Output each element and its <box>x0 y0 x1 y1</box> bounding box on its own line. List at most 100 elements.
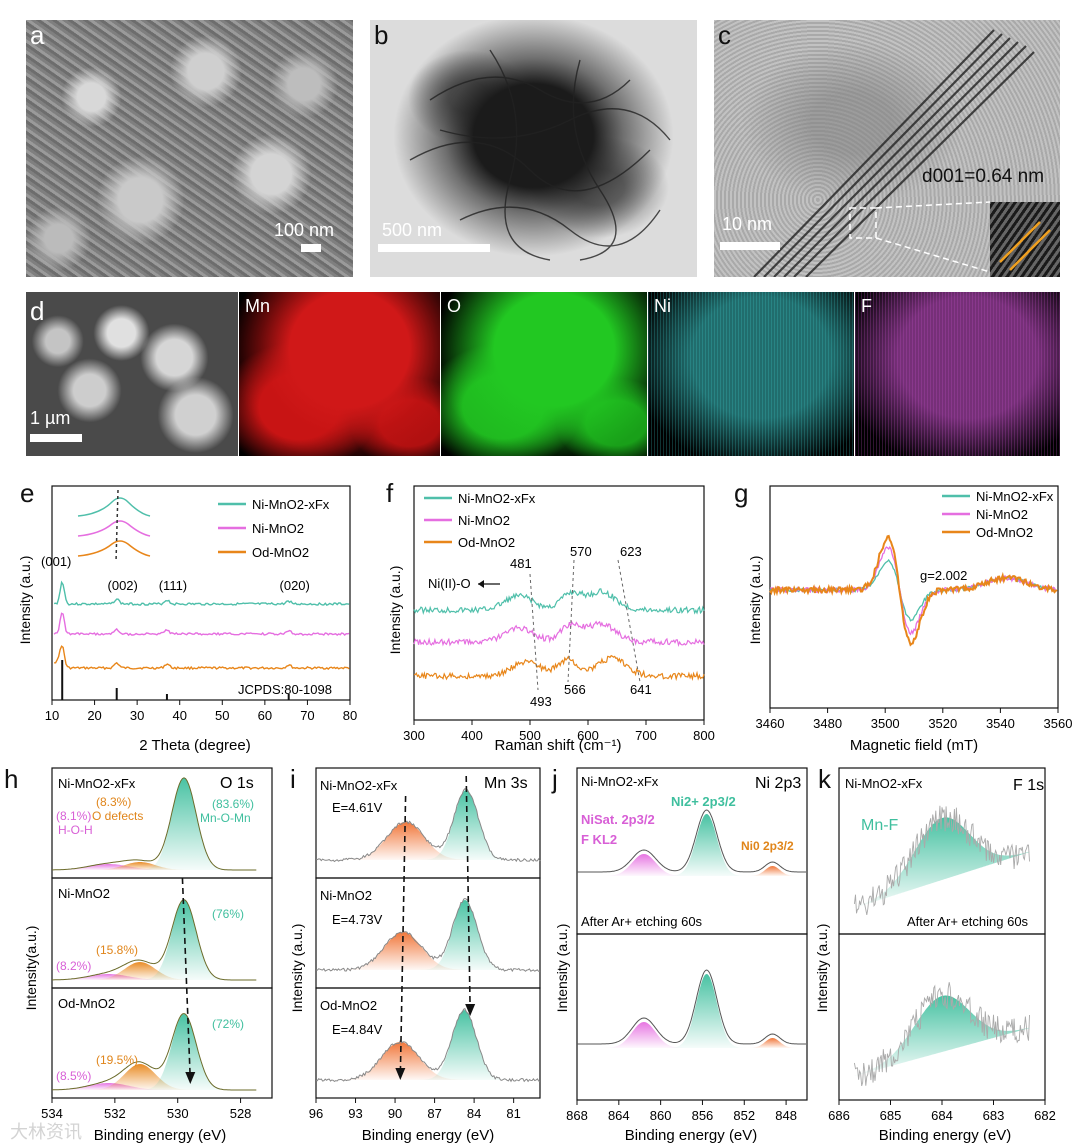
e-peak-label-3: (020) <box>280 578 310 593</box>
e-xtick-label-4: 50 <box>215 708 229 723</box>
y-axis-label-j: Intensity (a.u.) <box>554 924 570 1013</box>
fringe-inset <box>990 202 1060 277</box>
x-axis-label-j: Binding energy (eV) <box>625 1127 758 1144</box>
i-sample-1: Ni-MnO2 <box>320 888 372 903</box>
h-envelope-1 <box>52 899 257 981</box>
e-peak-label-1: (002) <box>108 578 138 593</box>
h-hoh-peak-2 <box>52 1083 257 1090</box>
e-xtick-label-6: 70 <box>300 708 314 723</box>
j-label-ni2: Ni2+ 2p3/2 <box>671 794 736 809</box>
i-xtick-label-0: 96 <box>309 1106 323 1121</box>
h-hoh-peak-0 <box>52 864 257 870</box>
panel-letter-a: a <box>30 20 45 50</box>
xps-f1s-k: F 1s Intensity (a.u.) Binding energy (eV… <box>815 767 1056 1144</box>
g-legend-label-1: Ni-MnO2 <box>976 507 1028 522</box>
k-raw-0 <box>853 805 1030 915</box>
sem-image-d: d 1 µm <box>26 292 238 456</box>
xps-mn3s-i: Mn 3s Intensity (a.u.) Binding energy (e… <box>289 767 541 1144</box>
inset-002 <box>77 489 151 563</box>
f-xtick-label-0: 300 <box>403 728 425 743</box>
i-high-peak-1 <box>316 900 540 970</box>
j-sat-peak-0 <box>577 854 806 876</box>
h-sample-2: Od-MnO2 <box>58 996 115 1011</box>
peak-493: 493 <box>530 694 552 709</box>
title-o1s: O 1s <box>220 775 254 792</box>
title-ni2p3: Ni 2p3 <box>755 775 801 792</box>
eds-map-f: F <box>855 292 1060 456</box>
j-etch-note: After Ar+ etching 60s <box>581 914 703 929</box>
i-low-peak-0 <box>316 822 540 860</box>
h-xtick-label-0: 534 <box>41 1106 63 1121</box>
panel-letter-c: c <box>718 20 731 50</box>
e-legend-label-1: Ni-MnO2 <box>252 521 304 536</box>
j-label-ni0: Ni0 2p3/2 <box>741 839 794 853</box>
h-hoh-pct-2: (8.5%) <box>56 1069 91 1083</box>
i-xtick-label-1: 93 <box>348 1106 362 1121</box>
h-label-odefects: O defects <box>92 809 143 823</box>
f-series-1 <box>413 620 705 648</box>
i-raw-1 <box>315 897 541 973</box>
i-raw-2 <box>315 1008 541 1083</box>
e-series-0 <box>53 580 350 606</box>
map-label-mn: Mn <box>245 296 271 316</box>
i-frame-2 <box>315 987 541 1099</box>
x-axis-label-f: Raman shift (cm⁻¹) <box>494 737 621 754</box>
scale-bar-a <box>301 244 321 252</box>
peak-623: 623 <box>620 544 642 559</box>
i-xtick-label-3: 87 <box>427 1106 441 1121</box>
h-envelope-0 <box>52 777 257 871</box>
peak-570: 570 <box>570 544 592 559</box>
panel-letter-i: i <box>290 764 296 794</box>
y-axis-label-k: Intensity (a.u.) <box>815 924 830 1013</box>
h-mnomn-pct-1: (76%) <box>212 907 244 921</box>
h-odefect-peak-2 <box>52 1064 257 1090</box>
g-xtick-label-2: 3500 <box>871 716 900 731</box>
j-xtick-label-0: 868 <box>566 1108 588 1123</box>
f-xtick-label-3: 600 <box>577 728 599 743</box>
h-mnomn-pct-0: (83.6%) <box>212 797 254 811</box>
sem-image-a: a 100 nm <box>26 20 353 277</box>
y-axis-label-f: Intensity (a.u.) <box>387 566 403 655</box>
eds-map-o: O <box>441 292 647 456</box>
i-shift-arrow-left <box>399 795 407 1077</box>
panel-letter-g: g <box>734 478 749 508</box>
e-legend-label-2: Od-MnO2 <box>252 545 309 560</box>
axes-frame-f <box>413 485 705 721</box>
reference-label-e: JCPDS:80-1098 <box>238 682 332 697</box>
j-xtick-label-4: 852 <box>733 1108 755 1123</box>
e-xtick-label-7: 80 <box>343 708 357 723</box>
i-delta-1: E=4.73V <box>332 912 383 927</box>
i-low-peak-1 <box>316 932 540 970</box>
y-axis-label-g: Intensity (a.u.) <box>747 556 763 645</box>
map-label-f: F <box>861 296 872 316</box>
e-xtick-label-3: 40 <box>172 708 186 723</box>
j-label-fkl2: F KL2 <box>581 832 617 847</box>
j-xtick-label-1: 864 <box>608 1108 630 1123</box>
i-xtick-label-2: 90 <box>388 1106 402 1121</box>
i-xtick-label-5: 81 <box>506 1106 520 1121</box>
e-peak-label-2: (111) <box>159 578 187 593</box>
e-xtick-label-2: 30 <box>130 708 144 723</box>
f-xtick-label-1: 400 <box>461 728 483 743</box>
h-sample-0: Ni-MnO2-xFx <box>58 776 136 791</box>
j-envelope-0 <box>577 809 806 873</box>
tem-image-b: b 500 nm <box>370 20 697 277</box>
f-xtick-label-5: 800 <box>693 728 715 743</box>
k-raw-1 <box>853 982 1030 1087</box>
h-xtick-label-1: 532 <box>104 1106 126 1121</box>
i-xtick-label-4: 84 <box>467 1106 481 1121</box>
i-delta-0: E=4.61V <box>332 800 383 815</box>
k-xtick-label-1: 685 <box>880 1108 902 1123</box>
f-xtick-label-4: 700 <box>635 728 657 743</box>
g-xtick-label-4: 3540 <box>986 716 1015 731</box>
scale-bar-b <box>378 244 490 252</box>
h-label-mnomn: Mn-O-Mn <box>200 811 251 825</box>
x-axis-label-i: Binding energy (eV) <box>362 1127 495 1144</box>
f-legend-label-1: Ni-MnO2 <box>458 513 510 528</box>
j-ni2-peak-1 <box>577 974 806 1048</box>
h-xtick-label-2: 530 <box>167 1106 189 1121</box>
f-legend-label-2: Od-MnO2 <box>458 535 515 550</box>
j-envelope-1 <box>577 969 806 1045</box>
k-label-mnf: Mn-F <box>861 817 899 834</box>
h-hoh-pct-0: (8.1%) <box>56 809 91 823</box>
